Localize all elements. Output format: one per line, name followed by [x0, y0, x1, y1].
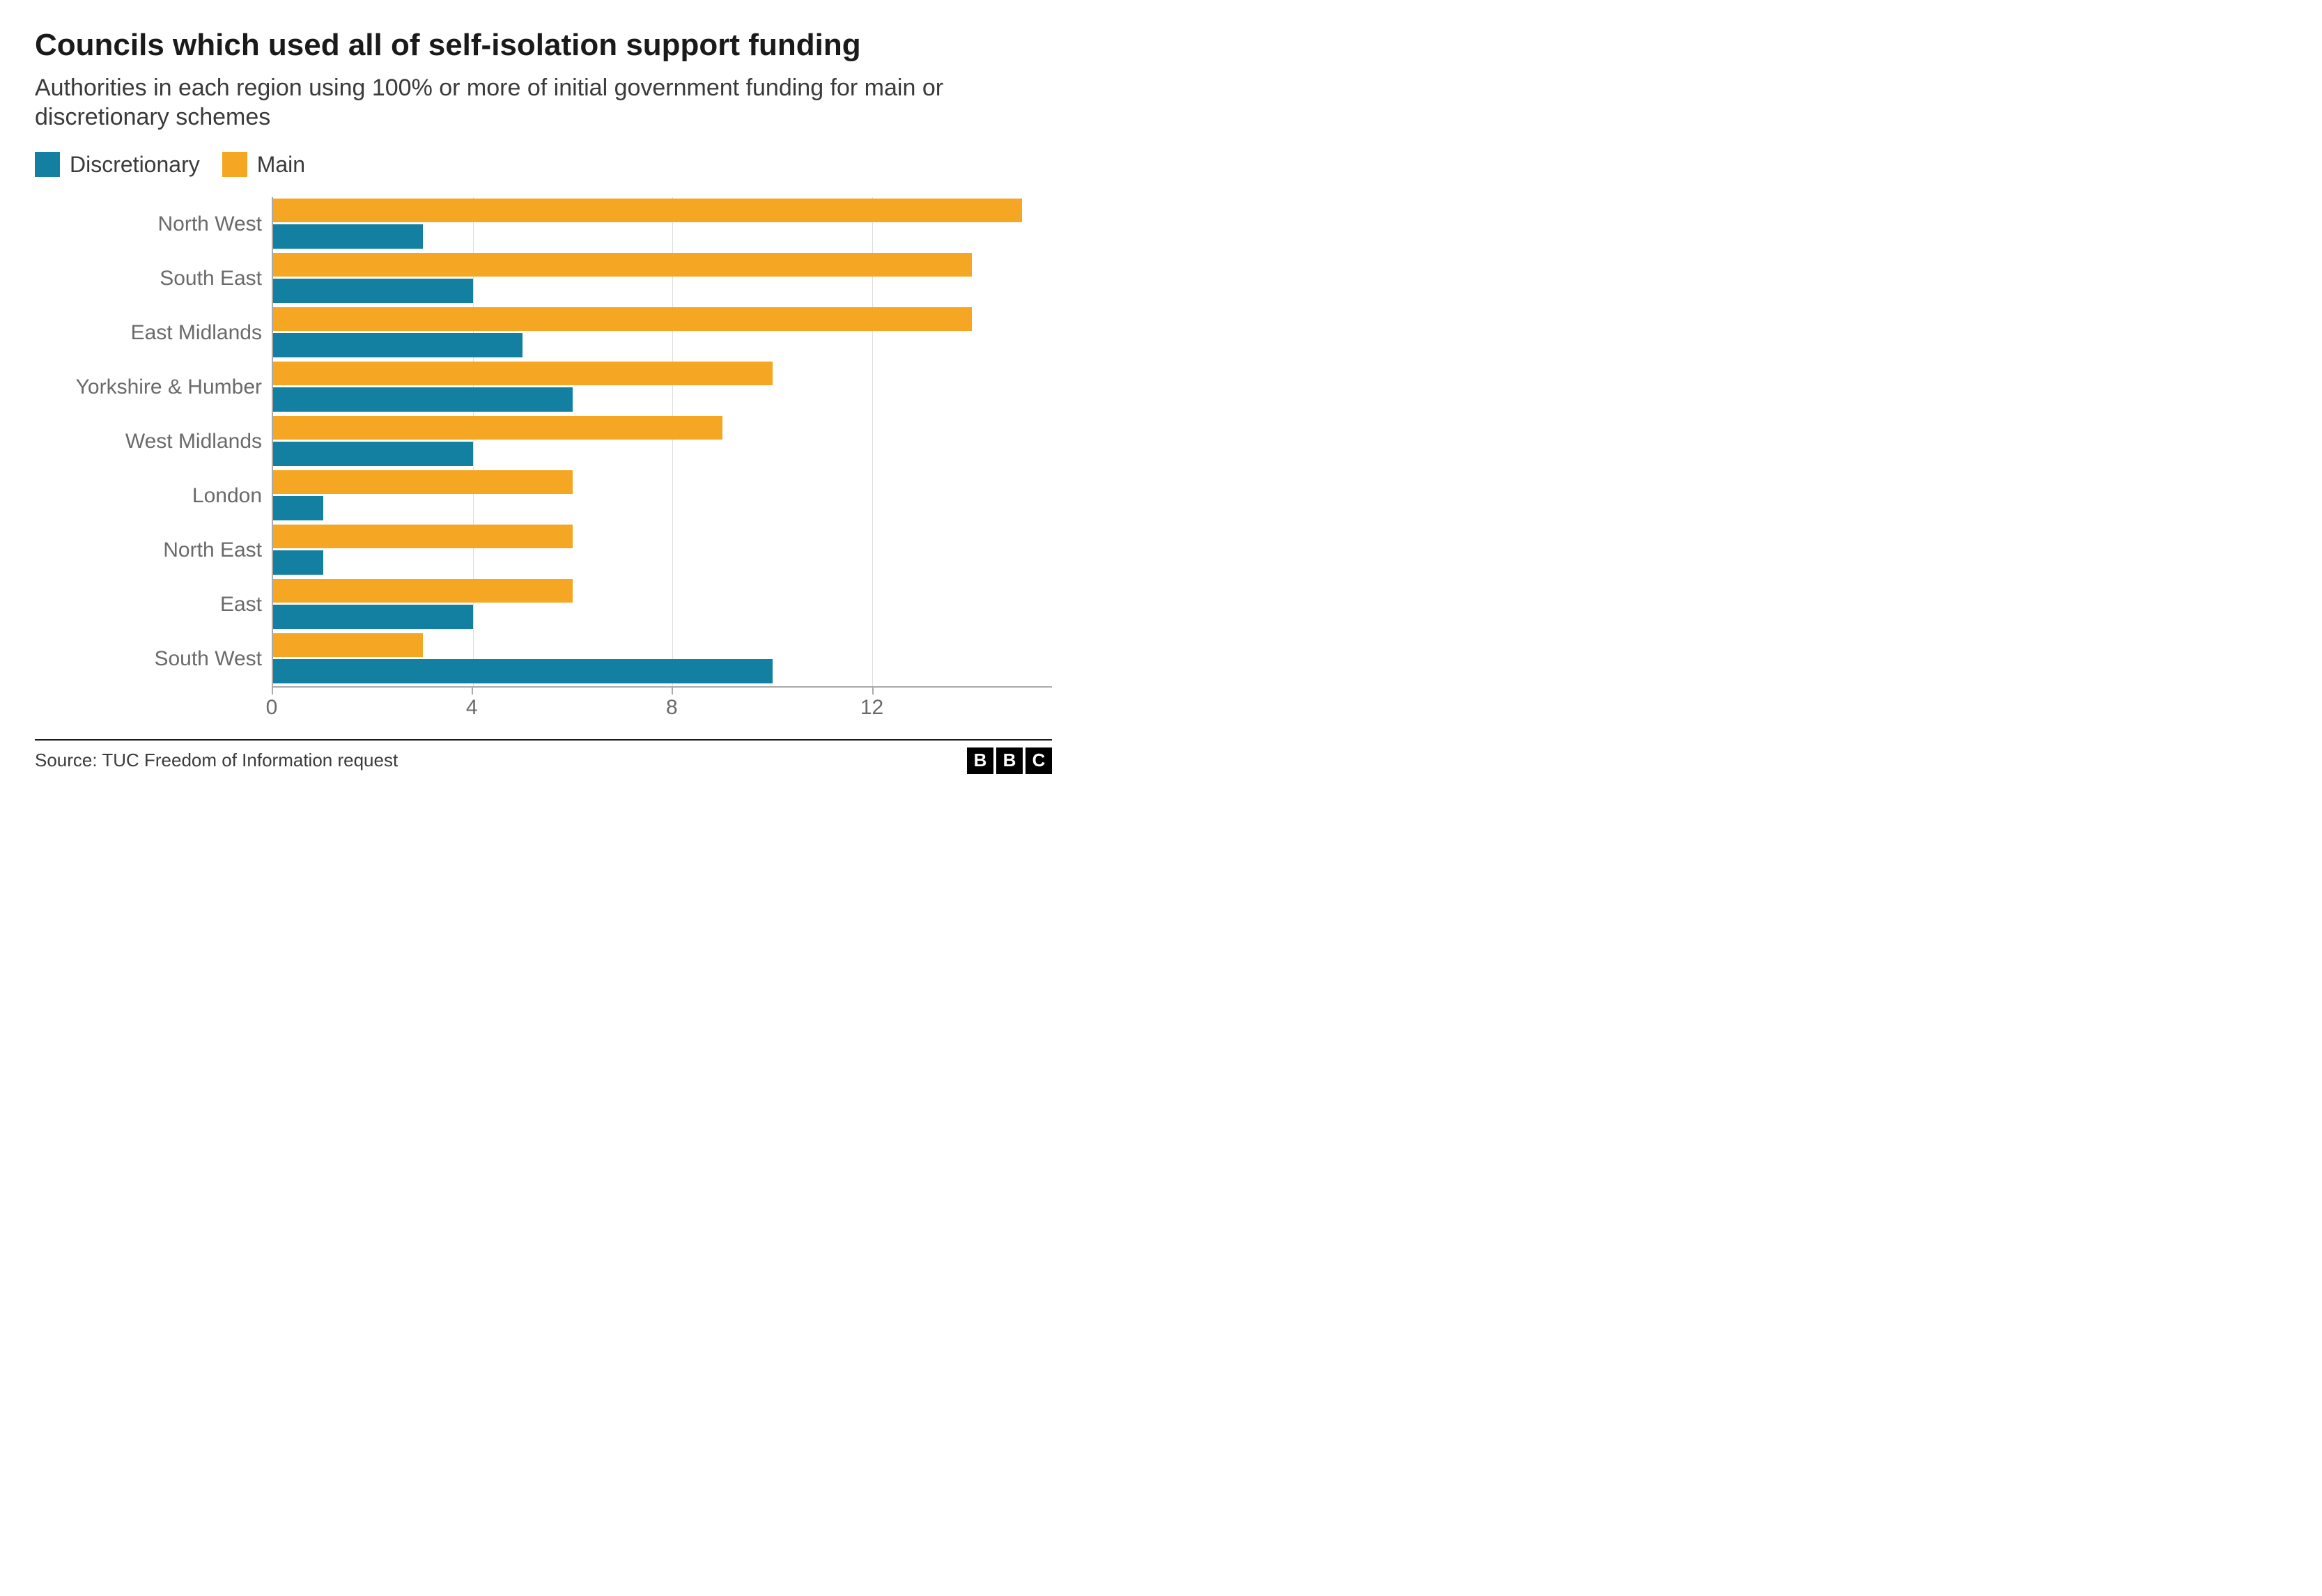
bar-row	[273, 469, 1052, 523]
y-axis-label: West Midlands	[35, 415, 272, 469]
legend-item-discretionary: Discretionary	[35, 152, 200, 178]
chart-container: Councils which used all of self-isolatio…	[0, 0, 1087, 795]
x-tick	[672, 688, 673, 695]
bar-main	[273, 362, 773, 385]
legend-label-main: Main	[257, 152, 305, 178]
y-axis-label: South West	[35, 632, 272, 686]
bar-row	[273, 251, 1052, 306]
x-tick	[872, 688, 874, 695]
bar-discretionary	[273, 442, 473, 465]
bbc-logo-letter: B	[967, 747, 993, 774]
bar-row	[273, 197, 1052, 251]
bar-discretionary	[273, 659, 773, 683]
y-axis-label: East Midlands	[35, 306, 272, 360]
bar-row	[273, 360, 1052, 415]
bar-discretionary	[273, 387, 573, 411]
bbc-logo-letter: C	[1025, 747, 1052, 774]
legend-item-main: Main	[222, 152, 305, 178]
y-axis-label: North East	[35, 523, 272, 578]
bbc-logo-letter: B	[996, 747, 1023, 774]
bar-discretionary	[273, 550, 323, 574]
bar-main	[273, 307, 972, 331]
bar-main	[273, 470, 573, 494]
bar-discretionary	[273, 605, 473, 628]
bar-row	[273, 632, 1052, 686]
x-tick-label: 0	[266, 696, 278, 720]
legend-swatch-main	[222, 152, 247, 177]
legend-swatch-discretionary	[35, 152, 60, 177]
bar-discretionary	[273, 224, 423, 248]
y-axis-label: Yorkshire & Humber	[35, 360, 272, 415]
footer: Source: TUC Freedom of Information reque…	[35, 739, 1052, 774]
chart-area: North WestSouth EastEast MidlandsYorkshi…	[35, 197, 1052, 686]
plot-area	[272, 197, 1052, 686]
y-axis-label: East	[35, 578, 272, 632]
x-tick	[272, 688, 273, 695]
bar-main	[273, 579, 573, 603]
bbc-logo: B B C	[967, 747, 1052, 774]
x-axis: 04812	[272, 686, 1052, 721]
chart-subtitle: Authorities in each region using 100% or…	[35, 73, 1052, 132]
bar-main	[273, 416, 722, 440]
bar-main	[273, 525, 573, 548]
bar-row	[273, 523, 1052, 578]
x-tick-label: 8	[666, 696, 678, 720]
y-axis-label: North West	[35, 197, 272, 251]
x-tick-label: 12	[860, 696, 883, 720]
bar-main	[273, 199, 1022, 222]
bar-row	[273, 415, 1052, 469]
y-axis-labels: North WestSouth EastEast MidlandsYorkshi…	[35, 197, 272, 686]
bar-discretionary	[273, 279, 473, 302]
legend-label-discretionary: Discretionary	[70, 152, 200, 178]
legend: Discretionary Main	[35, 152, 1052, 178]
bar-discretionary	[273, 496, 323, 520]
bar-row	[273, 578, 1052, 632]
source-text: Source: TUC Freedom of Information reque…	[35, 750, 398, 771]
bar-main	[273, 633, 423, 657]
bar-row	[273, 306, 1052, 360]
x-tick-label: 4	[466, 696, 478, 720]
chart-title: Councils which used all of self-isolatio…	[35, 28, 1052, 63]
bar-discretionary	[273, 333, 523, 357]
x-tick	[472, 688, 473, 695]
bar-main	[273, 253, 972, 277]
y-axis-label: London	[35, 469, 272, 523]
y-axis-label: South East	[35, 251, 272, 306]
